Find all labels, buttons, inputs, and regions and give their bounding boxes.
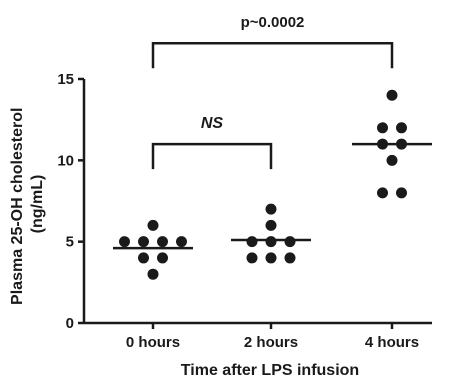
data-point [386, 89, 398, 101]
data-point [386, 154, 398, 166]
significance-brackets: NS p~0.0002 [151, 14, 394, 170]
x-tick-label: 0 hours [126, 334, 180, 351]
data-points [119, 89, 407, 280]
y-tick-label: 0 [66, 315, 74, 332]
y-tick-label: 5 [66, 234, 74, 251]
data-point [377, 187, 388, 199]
data-point [147, 219, 159, 231]
significance-label: NS [201, 115, 224, 132]
tick-labels: 0 5 10 15 0 hours 2 hours 4 hours [57, 71, 419, 351]
data-point [265, 252, 277, 264]
y-tick-label: 10 [57, 152, 74, 169]
data-point [396, 122, 407, 134]
data-point [284, 252, 296, 264]
data-point [246, 236, 258, 248]
data-point [176, 236, 187, 248]
data-point [284, 236, 296, 248]
y-axis-title-line-2: (ng/mL) [29, 175, 46, 234]
data-point [246, 252, 258, 264]
data-point [138, 236, 149, 248]
data-point [119, 236, 130, 248]
data-point [265, 236, 277, 248]
data-point [138, 252, 149, 264]
data-point [377, 122, 388, 134]
significance-label: p~0.0002 [241, 14, 305, 31]
data-point [265, 219, 277, 231]
data-point [396, 187, 407, 199]
x-tick-label: 2 hours [244, 334, 298, 351]
significance-bracket [151, 142, 273, 170]
data-point [157, 236, 168, 248]
data-point [265, 203, 277, 215]
data-point [157, 252, 168, 264]
y-axis-title-line-1: Plasma 25-OH cholesterol [9, 108, 26, 305]
x-axis-title: Time after LPS infusion [181, 362, 359, 379]
y-axis-title: Plasma 25-OH cholesterol (ng/mL) [9, 103, 46, 305]
y-tick-label: 15 [57, 71, 74, 88]
axes [78, 77, 432, 329]
significance-bracket [151, 41, 394, 69]
data-point [147, 268, 159, 280]
mean-lines [113, 142, 432, 250]
x-tick-label: 4 hours [365, 334, 419, 351]
